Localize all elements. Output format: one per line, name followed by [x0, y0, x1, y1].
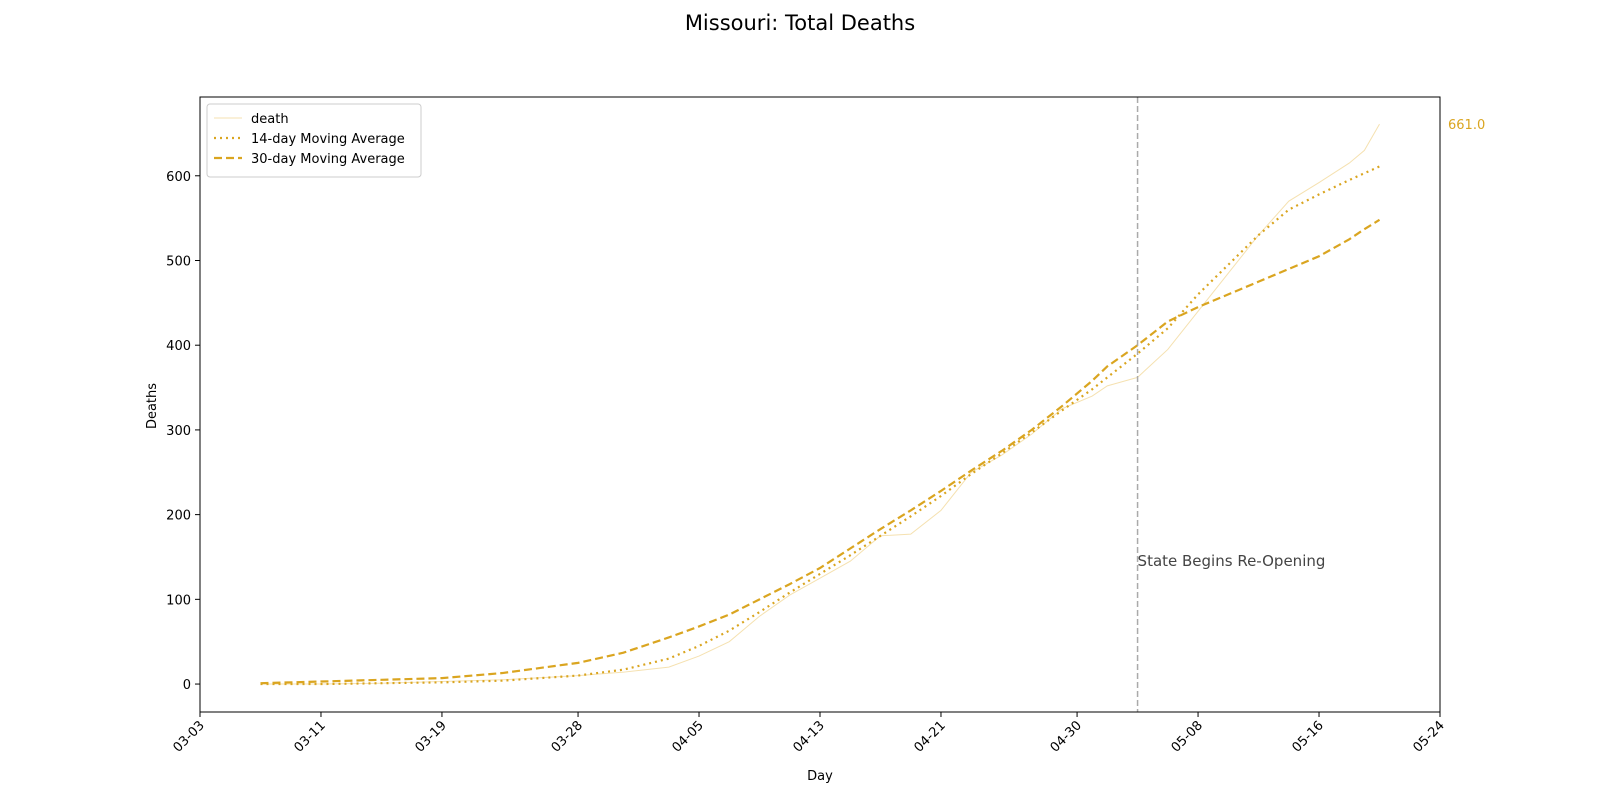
y-tick-label: 400 [166, 339, 191, 354]
y-tick-label: 500 [166, 254, 191, 269]
x-tick-label: 04-21 [911, 718, 948, 755]
x-tick-label: 04-30 [1048, 718, 1085, 755]
y-tick-label: 100 [166, 593, 191, 608]
legend-box [206, 103, 422, 178]
y-tick-label: 600 [166, 170, 191, 185]
y-tick-label: 0 [183, 678, 191, 693]
end-label: 661.0 [1448, 118, 1485, 133]
x-tick-label: 05-24 [1411, 718, 1448, 755]
series-line [260, 218, 1381, 685]
x-tick-label: 03-03 [171, 718, 208, 755]
x-tick-label: 05-08 [1169, 718, 1206, 755]
y-tick-label: 300 [166, 424, 191, 439]
series-line [260, 165, 1380, 686]
x-tick-label: 04-05 [670, 718, 707, 755]
legend-label: death [251, 112, 289, 127]
x-tick-label: 03-11 [291, 718, 328, 755]
annotation-text: State Begins Re-Opening [1138, 552, 1326, 570]
legend: death 14-day Moving Average 30-day Moving … [206, 103, 422, 178]
y-tick-label: 200 [166, 509, 191, 524]
x-axis-label: Day [807, 769, 833, 784]
x-tick-label: 05-16 [1290, 718, 1327, 755]
y-axis-label: Deaths [145, 383, 160, 429]
x-tick-label: 03-28 [549, 718, 586, 755]
plot-frame [199, 96, 1441, 713]
series-line [260, 123, 1380, 685]
x-tick-label: 03-19 [412, 718, 449, 755]
legend-label: 30-day Moving Average [251, 152, 405, 167]
chart-title: Missouri: Total Deaths [685, 11, 915, 35]
legend-label: 14-day Moving Average [251, 132, 405, 147]
x-tick-label: 04-13 [791, 718, 828, 755]
